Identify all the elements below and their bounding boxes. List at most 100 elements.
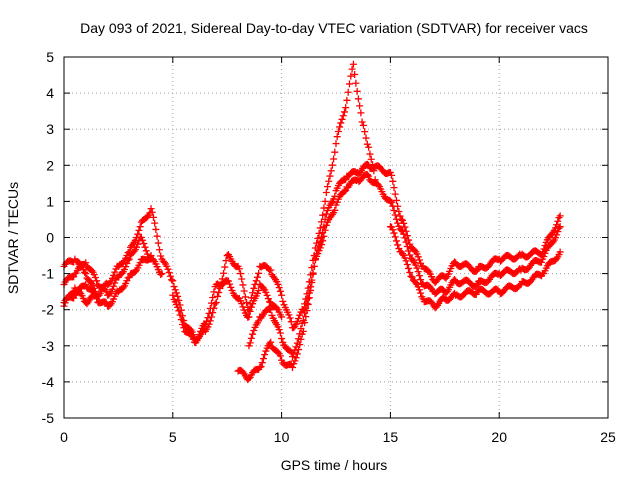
data-point-marker (165, 269, 173, 277)
data-point-marker (353, 87, 361, 95)
data-point-marker (258, 359, 266, 367)
data-point-marker (344, 88, 352, 96)
data-point-marker (276, 287, 284, 295)
data-point-marker (494, 286, 502, 294)
data-point-marker (170, 283, 178, 291)
data-point-marker (295, 346, 303, 354)
data-point-marker (320, 232, 328, 240)
data-point-marker (556, 212, 564, 220)
data-point-marker (209, 309, 217, 317)
data-point-marker (291, 357, 299, 365)
data-point-marker (214, 292, 222, 300)
data-point-marker (311, 256, 319, 264)
data-point-marker (317, 241, 325, 249)
data-point-marker (540, 252, 548, 260)
data-point-marker (91, 273, 99, 281)
data-point-marker (390, 229, 398, 237)
data-point-marker (407, 272, 415, 280)
data-point-marker (238, 275, 246, 283)
data-point-marker (149, 213, 157, 221)
data-point-marker (345, 80, 353, 88)
data-point-marker (171, 286, 179, 294)
y-tick-label: 0 (46, 230, 54, 246)
data-point-marker (178, 320, 186, 328)
data-point-marker (417, 289, 425, 297)
x-tick-label: 20 (491, 429, 507, 445)
data-point-marker (210, 288, 218, 296)
data-point-marker (321, 226, 329, 234)
data-point-marker (131, 268, 139, 276)
data-point-marker (106, 301, 114, 309)
y-tick-label: -3 (42, 338, 55, 354)
data-point-marker (389, 177, 397, 185)
data-point-marker (136, 259, 144, 267)
data-point-marker (554, 228, 562, 236)
data-point-marker (395, 207, 403, 215)
data-point-marker (322, 221, 330, 229)
data-point-marker (413, 264, 421, 272)
data-point-marker (168, 276, 176, 284)
data-point-marker (405, 264, 413, 272)
data-point-marker (414, 268, 422, 276)
data-point-marker (238, 300, 246, 308)
data-point-marker (315, 229, 323, 237)
y-tick-label: 1 (46, 193, 54, 209)
data-point-marker (303, 307, 311, 315)
data-point-marker (365, 172, 373, 180)
data-point-marker (554, 217, 562, 225)
data-point-marker (367, 155, 375, 163)
data-point-marker (336, 123, 344, 131)
data-point-marker (390, 207, 398, 215)
y-tick-label: 3 (46, 121, 54, 137)
data-point-marker (406, 251, 414, 259)
x-tick-label: 25 (600, 429, 616, 445)
data-point-marker (240, 287, 248, 295)
data-point-marker (166, 272, 174, 280)
data-point-marker (195, 331, 203, 339)
data-point-marker (176, 311, 184, 319)
data-point-marker (286, 314, 294, 322)
data-point-marker (70, 273, 78, 281)
data-point-marker (154, 239, 162, 247)
data-point-marker (356, 102, 364, 110)
data-point-marker (398, 227, 406, 235)
data-point-marker (361, 128, 369, 136)
data-point-marker (392, 237, 400, 245)
data-point-marker (276, 329, 284, 337)
data-point-marker (288, 363, 296, 371)
data-point-marker (331, 148, 339, 156)
data-point-marker (287, 318, 295, 326)
data-point-marker (275, 326, 283, 334)
data-point-marker (286, 347, 294, 355)
data-point-marker (331, 206, 339, 214)
x-tick-label: 15 (383, 429, 399, 445)
data-point-marker (93, 277, 101, 285)
data-point-marker (363, 140, 371, 148)
y-tick-label: -2 (42, 302, 55, 318)
data-point-marker (394, 219, 402, 227)
data-point-marker (82, 259, 90, 267)
data-point-marker (255, 286, 263, 294)
data-point-marker (412, 261, 420, 269)
data-point-marker (222, 257, 230, 265)
data-point-marker (359, 121, 367, 129)
data-point-marker (328, 161, 336, 169)
data-point-marker (123, 259, 131, 267)
data-point-marker (125, 255, 133, 263)
data-point-marker (169, 277, 177, 285)
data-point-marker (245, 313, 253, 321)
data-point-marker (82, 270, 90, 278)
data-point-marker (305, 294, 313, 302)
data-point-marker (319, 237, 327, 245)
data-point-marker (164, 265, 172, 273)
data-point-marker (274, 348, 282, 356)
data-point-marker (473, 266, 481, 274)
data-point-marker (135, 226, 143, 234)
data-point-marker (261, 351, 269, 359)
data-point-marker (472, 267, 480, 275)
data-point-marker (342, 104, 350, 112)
data-point-marker (220, 269, 228, 277)
data-point-marker (175, 307, 183, 315)
data-point-marker (76, 288, 84, 296)
data-point-marker (556, 248, 564, 256)
